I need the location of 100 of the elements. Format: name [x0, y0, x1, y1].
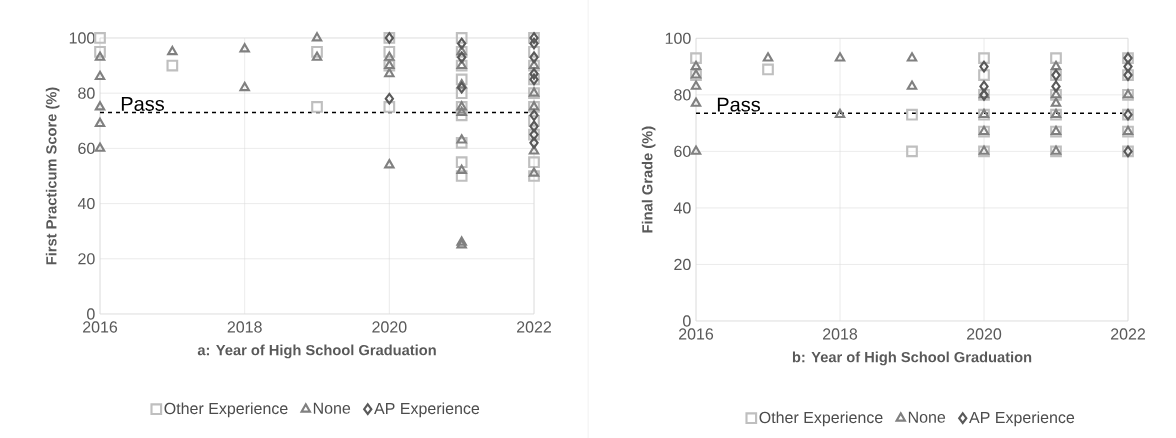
point: [1051, 80, 1061, 93]
point: [455, 156, 468, 169]
y-axis-title: First Practicum Score (%): [45, 87, 60, 265]
point: [384, 68, 395, 78]
point: [456, 164, 467, 174]
point: [690, 80, 702, 90]
legend-label: None: [313, 402, 351, 414]
point: [311, 45, 323, 58]
point: [311, 101, 323, 113]
x-tick-label: 2020: [967, 328, 1002, 340]
y-tick-label: 0: [683, 315, 691, 327]
x-tick-label: 2016: [679, 328, 714, 340]
point: [455, 109, 468, 122]
point: [384, 51, 395, 61]
y-tick-label: 40: [673, 202, 691, 214]
point: [455, 87, 468, 100]
point: [1050, 52, 1062, 64]
point: [528, 170, 540, 182]
point: [457, 37, 467, 50]
point: [1050, 60, 1062, 71]
legend-label: Other Experience: [164, 402, 288, 418]
point: [1123, 60, 1133, 73]
point: [528, 156, 540, 169]
y-tick-label: 80: [674, 89, 691, 101]
ref-line-label: Pass: [121, 96, 165, 111]
point: [457, 51, 467, 64]
point: [94, 101, 106, 111]
point: [979, 60, 989, 73]
x-tick-label: 2016: [83, 321, 118, 333]
point: [94, 117, 106, 128]
point: [456, 134, 467, 144]
y-tick-label: 60: [674, 145, 691, 158]
point: [528, 114, 540, 127]
point: [690, 60, 702, 71]
x-axis-title: a: Year of High School Graduation: [197, 344, 436, 359]
legend-label: Other Experience: [759, 411, 883, 427]
x-tick-label: 2022: [517, 321, 551, 333]
point: [94, 51, 106, 61]
y-tick-label: 80: [78, 87, 95, 99]
point: [762, 63, 774, 76]
point: [834, 108, 846, 119]
legend-label: AP Experience: [374, 402, 480, 418]
y-tick-label: 100: [665, 32, 691, 44]
point: [906, 80, 918, 90]
point: [529, 120, 539, 133]
y-axis-title: Final Grade (%): [641, 126, 656, 233]
point: [529, 68, 539, 80]
point: [383, 101, 396, 113]
point: [979, 80, 989, 93]
point: [455, 32, 468, 44]
point: [978, 69, 990, 81]
y-tick-label: 60: [78, 142, 95, 155]
point: [690, 97, 702, 107]
point: [457, 81, 467, 94]
point: [834, 52, 846, 62]
point: [383, 45, 396, 58]
point: [94, 142, 106, 152]
point: [455, 170, 468, 182]
point: [978, 52, 990, 64]
point: [239, 81, 250, 92]
point: [528, 45, 540, 58]
x-tick-label: 2018: [823, 328, 858, 340]
point: [456, 79, 467, 89]
point: [529, 137, 539, 149]
ref-line-label: Pass: [717, 97, 760, 112]
point: [529, 51, 539, 64]
point: [239, 43, 250, 53]
point: [384, 159, 395, 169]
y-tick-label: 0: [87, 308, 95, 320]
y-tick-label: 100: [69, 32, 95, 44]
x-tick-label: 2018: [227, 321, 262, 333]
point: [528, 145, 540, 155]
x-tick-label: 2020: [372, 321, 407, 333]
point: [906, 108, 918, 121]
legend-label: AP Experience: [969, 411, 1075, 427]
y-tick-label: 20: [674, 258, 691, 271]
point: [529, 109, 539, 122]
y-tick-label: 40: [77, 197, 95, 210]
point: [456, 106, 467, 116]
point: [906, 52, 918, 62]
point: [311, 32, 323, 42]
point: [384, 92, 395, 105]
point: [94, 45, 106, 58]
point: [455, 73, 468, 86]
point: [528, 167, 540, 177]
x-tick-label: 2022: [1111, 328, 1145, 340]
point: [167, 45, 178, 56]
point: [166, 59, 179, 72]
point: [529, 37, 539, 50]
point: [690, 52, 702, 64]
point: [455, 137, 468, 149]
point: [94, 32, 106, 44]
point: [690, 145, 702, 155]
point: [311, 51, 323, 61]
point: [1050, 97, 1062, 107]
point: [906, 145, 918, 158]
y-tick-label: 20: [78, 253, 95, 265]
legend-label: None: [908, 411, 946, 423]
x-axis-title: b: Year of High School Graduation: [792, 351, 1032, 366]
point: [762, 52, 774, 62]
